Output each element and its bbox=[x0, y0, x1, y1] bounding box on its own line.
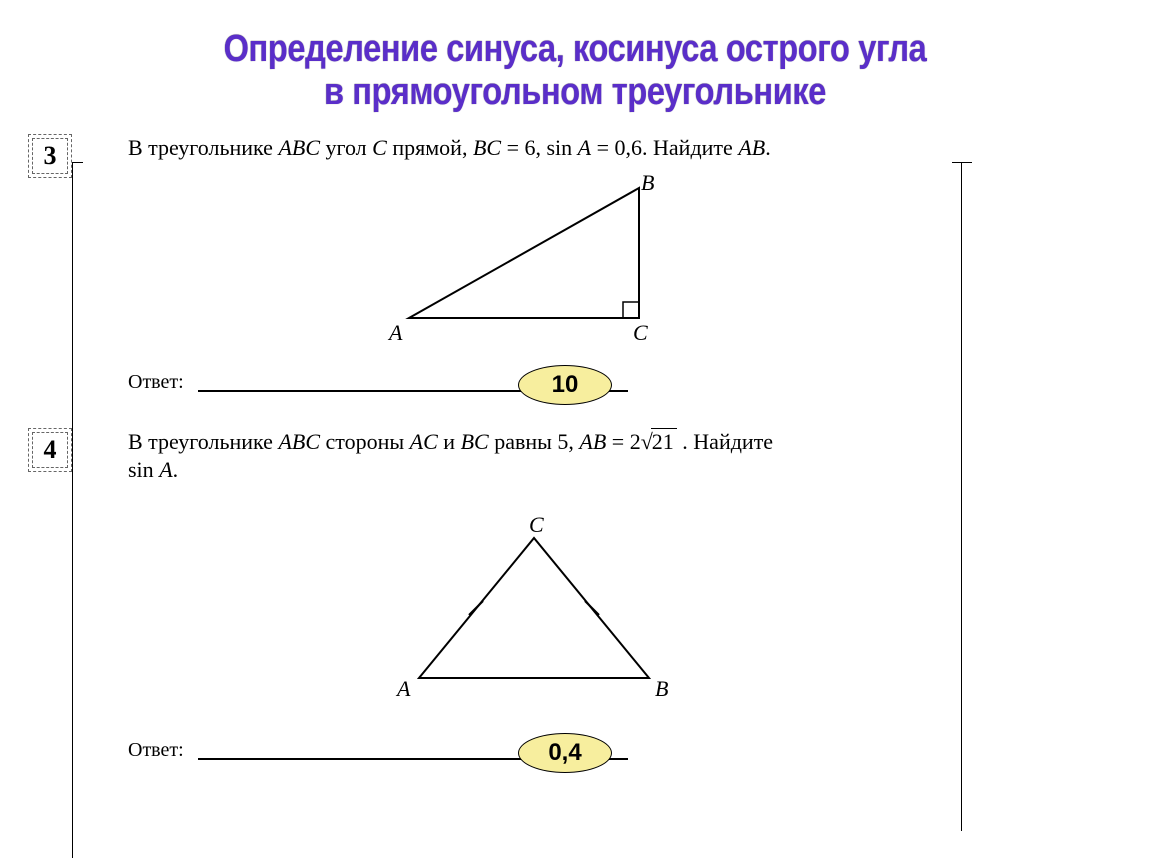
problem-text: В треугольнике ABC стороны AC и BC равны… bbox=[128, 428, 940, 484]
answer-row: Ответ: 0,4 bbox=[128, 739, 940, 762]
figure-right-triangle: B A C bbox=[128, 168, 940, 363]
svg-text:B: B bbox=[641, 170, 654, 195]
problem-3: 3 В треугольнике ABC угол C прямой, BC =… bbox=[0, 134, 1150, 394]
problem-number-box: 3 bbox=[28, 134, 72, 178]
problem-text: В треугольнике ABC угол C прямой, BC = 6… bbox=[128, 134, 940, 162]
problem-4: 4 В треугольнике ABC стороны AC и BC рав… bbox=[0, 428, 1150, 762]
sqrt-radicand: 21 bbox=[651, 428, 677, 454]
svg-text:C: C bbox=[529, 512, 544, 537]
figure-isosceles-triangle: C A B bbox=[128, 508, 940, 723]
svg-text:A: A bbox=[395, 676, 411, 701]
title-line-1: Определение синуса, косинуса острого угл… bbox=[81, 28, 1070, 71]
answer-label: Ответ: bbox=[128, 371, 184, 394]
problem-number-box: 4 bbox=[28, 428, 72, 472]
answer-badge: 0,4 bbox=[518, 733, 612, 773]
page-title-block: Определение синуса, косинуса острого угл… bbox=[0, 0, 1150, 124]
answer-label: Ответ: bbox=[128, 739, 184, 762]
svg-text:C: C bbox=[633, 320, 648, 345]
problem-number: 4 bbox=[44, 435, 57, 465]
answer-row: Ответ: 10 bbox=[128, 371, 940, 394]
svg-text:B: B bbox=[655, 676, 668, 701]
title-line-2: в прямоугольном треугольнике bbox=[81, 71, 1070, 114]
svg-text:A: A bbox=[387, 320, 403, 345]
answer-badge: 10 bbox=[518, 365, 612, 405]
problem-number: 3 bbox=[44, 141, 57, 171]
